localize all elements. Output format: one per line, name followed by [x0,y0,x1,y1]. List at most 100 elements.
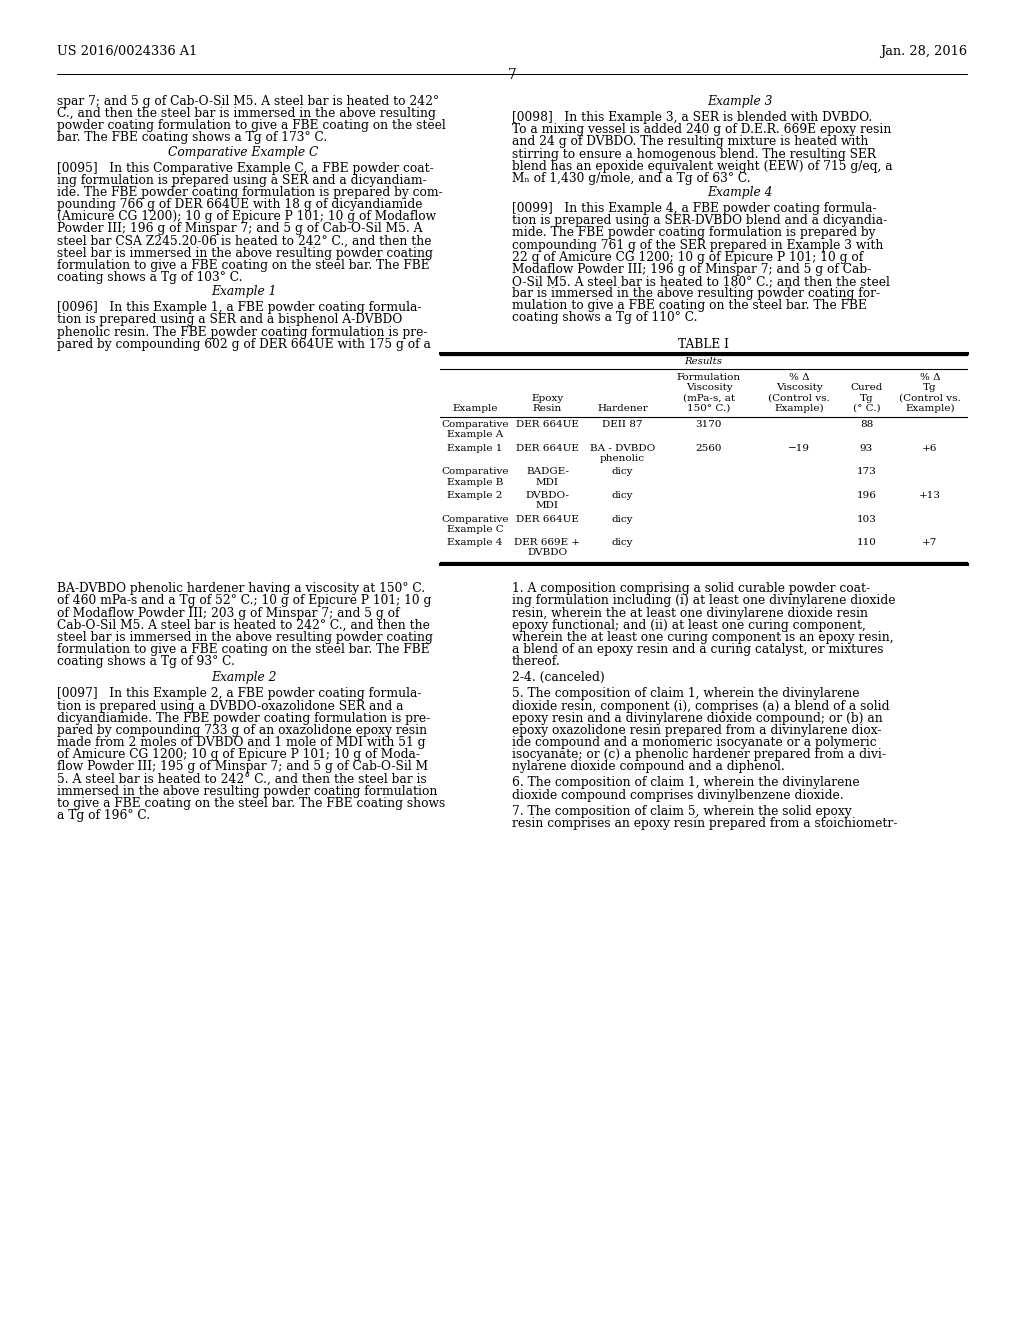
Text: immersed in the above resulting powder coating formulation: immersed in the above resulting powder c… [57,784,437,797]
Text: Example 1: Example 1 [211,285,276,298]
Text: pounding 766 g of DER 664UE with 18 g of dicyandiamide: pounding 766 g of DER 664UE with 18 g of… [57,198,423,211]
Text: bar is immersed in the above resulting powder coating for-: bar is immersed in the above resulting p… [512,288,880,300]
Text: Example: Example [453,404,498,413]
Text: pared by compounding 733 g of an oxazolidone epoxy resin: pared by compounding 733 g of an oxazoli… [57,723,427,737]
Text: 110: 110 [856,539,877,546]
Text: epoxy oxazolidone resin prepared from a divinylarene diox-: epoxy oxazolidone resin prepared from a … [512,723,882,737]
Text: 196: 196 [856,491,877,500]
Text: % Δ: % Δ [920,374,940,381]
Text: Mₙ of 1,430 g/mole, and a Tg of 63° C.: Mₙ of 1,430 g/mole, and a Tg of 63° C. [512,172,751,185]
Text: compounding 761 g of the SER prepared in Example 3 with: compounding 761 g of the SER prepared in… [512,239,884,252]
Text: a Tg of 196° C.: a Tg of 196° C. [57,809,151,822]
Text: phenolic resin. The FBE powder coating formulation is pre-: phenolic resin. The FBE powder coating f… [57,326,427,339]
Text: dioxide compound comprises divinylbenzene dioxide.: dioxide compound comprises divinylbenzen… [512,788,844,801]
Text: DER 664UE: DER 664UE [516,420,579,429]
Text: dicyandiamide. The FBE powder coating formulation is pre-: dicyandiamide. The FBE powder coating fo… [57,711,430,725]
Text: thereof.: thereof. [512,655,561,668]
Text: MDI: MDI [536,478,559,487]
Text: steel bar CSA Z245.20-06 is heated to 242° C., and then the: steel bar CSA Z245.20-06 is heated to 24… [57,235,431,248]
Text: Viscosity: Viscosity [686,383,732,392]
Text: dicy: dicy [611,467,633,477]
Text: 6. The composition of claim 1, wherein the divinylarene: 6. The composition of claim 1, wherein t… [512,776,859,789]
Text: isocyanate; or (c) a phenolic hardener prepared from a divi-: isocyanate; or (c) a phenolic hardener p… [512,748,886,762]
Text: Epoxy: Epoxy [531,393,563,403]
Text: Jan. 28, 2016: Jan. 28, 2016 [880,45,967,58]
Text: Example 2: Example 2 [211,672,276,684]
Text: Formulation: Formulation [677,374,741,381]
Text: tion is prepared using a SER and a bisphenol A-DVBDO: tion is prepared using a SER and a bisph… [57,313,402,326]
Text: Comparative: Comparative [441,467,509,477]
Text: 7: 7 [508,69,516,82]
Text: BA - DVBDO: BA - DVBDO [590,444,655,453]
Text: Example 4: Example 4 [707,186,772,199]
Text: Comparative: Comparative [441,420,509,429]
Text: dicy: dicy [611,515,633,524]
Text: tion is prepared using a SER-DVBDO blend and a dicyandia-: tion is prepared using a SER-DVBDO blend… [512,214,887,227]
Text: Comparative: Comparative [441,515,509,524]
Text: 1. A composition comprising a solid curable powder coat-: 1. A composition comprising a solid cura… [512,582,870,595]
Text: Cab-O-Sil M5. A steel bar is heated to 242° C., and then the: Cab-O-Sil M5. A steel bar is heated to 2… [57,619,430,632]
Text: of Amicure CG 1200; 10 g of Epicure P 101; 10 g of Moda-: of Amicure CG 1200; 10 g of Epicure P 10… [57,748,420,762]
Text: Example 2: Example 2 [447,491,503,500]
Text: ing formulation is prepared using a SER and a dicyandiam-: ing formulation is prepared using a SER … [57,174,427,187]
Text: coating shows a Tg of 110° C.: coating shows a Tg of 110° C. [512,312,697,325]
Text: O-Sil M5. A steel bar is heated to 180° C.; and then the steel: O-Sil M5. A steel bar is heated to 180° … [512,275,890,288]
Text: 2560: 2560 [695,444,722,453]
Text: (Control vs.: (Control vs. [899,393,961,403]
Text: 5. A steel bar is heated to 242° C., and then the steel bar is: 5. A steel bar is heated to 242° C., and… [57,772,427,785]
Text: a blend of an epoxy resin and a curing catalyst, or mixtures: a blend of an epoxy resin and a curing c… [512,643,884,656]
Text: formulation to give a FBE coating on the steel bar. The FBE: formulation to give a FBE coating on the… [57,643,430,656]
Text: stirring to ensure a homogenous blend. The resulting SER: stirring to ensure a homogenous blend. T… [512,148,876,161]
Text: Example): Example) [905,404,954,413]
Text: powder coating formulation to give a FBE coating on the steel: powder coating formulation to give a FBE… [57,119,445,132]
Text: 5. The composition of claim 1, wherein the divinylarene: 5. The composition of claim 1, wherein t… [512,688,859,701]
Text: pared by compounding 602 g of DER 664UE with 175 g of a: pared by compounding 602 g of DER 664UE … [57,338,431,351]
Text: epoxy functional; and (ii) at least one curing component,: epoxy functional; and (ii) at least one … [512,619,866,632]
Text: made from 2 moles of DVBDO and 1 mole of MDI with 51 g: made from 2 moles of DVBDO and 1 mole of… [57,737,426,748]
Text: 7. The composition of claim 5, wherein the solid epoxy: 7. The composition of claim 5, wherein t… [512,805,852,817]
Text: flow Powder III; 195 g of Minspar 7; and 5 g of Cab-O-Sil M: flow Powder III; 195 g of Minspar 7; and… [57,760,428,774]
Text: 2-4. (canceled): 2-4. (canceled) [512,672,605,684]
Text: Results: Results [684,358,723,366]
Text: Hardener: Hardener [597,404,648,413]
Text: Modaflow Powder III; 196 g of Minspar 7; and 5 g of Cab-: Modaflow Powder III; 196 g of Minspar 7;… [512,263,871,276]
Text: Cured: Cured [850,383,883,392]
Text: DER 669E +: DER 669E + [514,539,581,546]
Text: mulation to give a FBE coating on the steel bar. The FBE: mulation to give a FBE coating on the st… [512,300,867,313]
Text: (Amicure CG 1200); 10 g of Epicure P 101; 10 g of Modaflow: (Amicure CG 1200); 10 g of Epicure P 101… [57,210,436,223]
Text: (Control vs.: (Control vs. [768,393,829,403]
Text: To a mixing vessel is added 240 g of D.E.R. 669E epoxy resin: To a mixing vessel is added 240 g of D.E… [512,123,891,136]
Text: ide. The FBE powder coating formulation is prepared by com-: ide. The FBE powder coating formulation … [57,186,442,199]
Text: coating shows a Tg of 103° C.: coating shows a Tg of 103° C. [57,271,243,284]
Text: dicy: dicy [611,539,633,546]
Text: TABLE I: TABLE I [678,338,729,351]
Text: dicy: dicy [611,491,633,500]
Text: +13: +13 [919,491,941,500]
Text: DER 664UE: DER 664UE [516,515,579,524]
Text: to give a FBE coating on the steel bar. The FBE coating shows: to give a FBE coating on the steel bar. … [57,797,445,809]
Text: bar. The FBE coating shows a Tg of 173° C.: bar. The FBE coating shows a Tg of 173° … [57,132,328,144]
Text: Example C: Example C [446,525,504,533]
Text: tion is prepared using a DVBDO-oxazolidone SER and a: tion is prepared using a DVBDO-oxazolido… [57,700,403,713]
Text: BADGE-: BADGE- [526,467,569,477]
Text: 103: 103 [856,515,877,524]
Text: Example): Example) [774,404,824,413]
Text: MDI: MDI [536,502,559,511]
Text: Tg: Tg [860,393,873,403]
Text: Powder III; 196 g of Minspar 7; and 5 g of Cab-O-Sil M5. A: Powder III; 196 g of Minspar 7; and 5 g … [57,223,423,235]
Text: 150° C.): 150° C.) [687,404,731,413]
Text: of Modaflow Powder III; 203 g of Minspar 7; and 5 g of: of Modaflow Powder III; 203 g of Minspar… [57,606,399,619]
Text: 173: 173 [856,467,877,477]
Text: [0097]   In this Example 2, a FBE powder coating formula-: [0097] In this Example 2, a FBE powder c… [57,688,422,701]
Text: epoxy resin and a divinylarene dioxide compound; or (b) an: epoxy resin and a divinylarene dioxide c… [512,711,883,725]
Text: Example A: Example A [446,430,503,440]
Text: Comparative Example C: Comparative Example C [168,145,318,158]
Text: DVBDO: DVBDO [527,548,567,557]
Text: blend has an epoxide equivalent weight (EEW) of 715 g/eq, a: blend has an epoxide equivalent weight (… [512,160,893,173]
Text: ide compound and a monomeric isocyanate or a polymeric: ide compound and a monomeric isocyanate … [512,737,877,748]
Text: resin comprises an epoxy resin prepared from a stoichiometr-: resin comprises an epoxy resin prepared … [512,817,897,830]
Text: +7: +7 [923,539,938,546]
Text: 22 g of Amicure CG 1200; 10 g of Epicure P 101; 10 g of: 22 g of Amicure CG 1200; 10 g of Epicure… [512,251,863,264]
Text: Tg: Tg [924,383,937,392]
Text: −19: −19 [788,444,810,453]
